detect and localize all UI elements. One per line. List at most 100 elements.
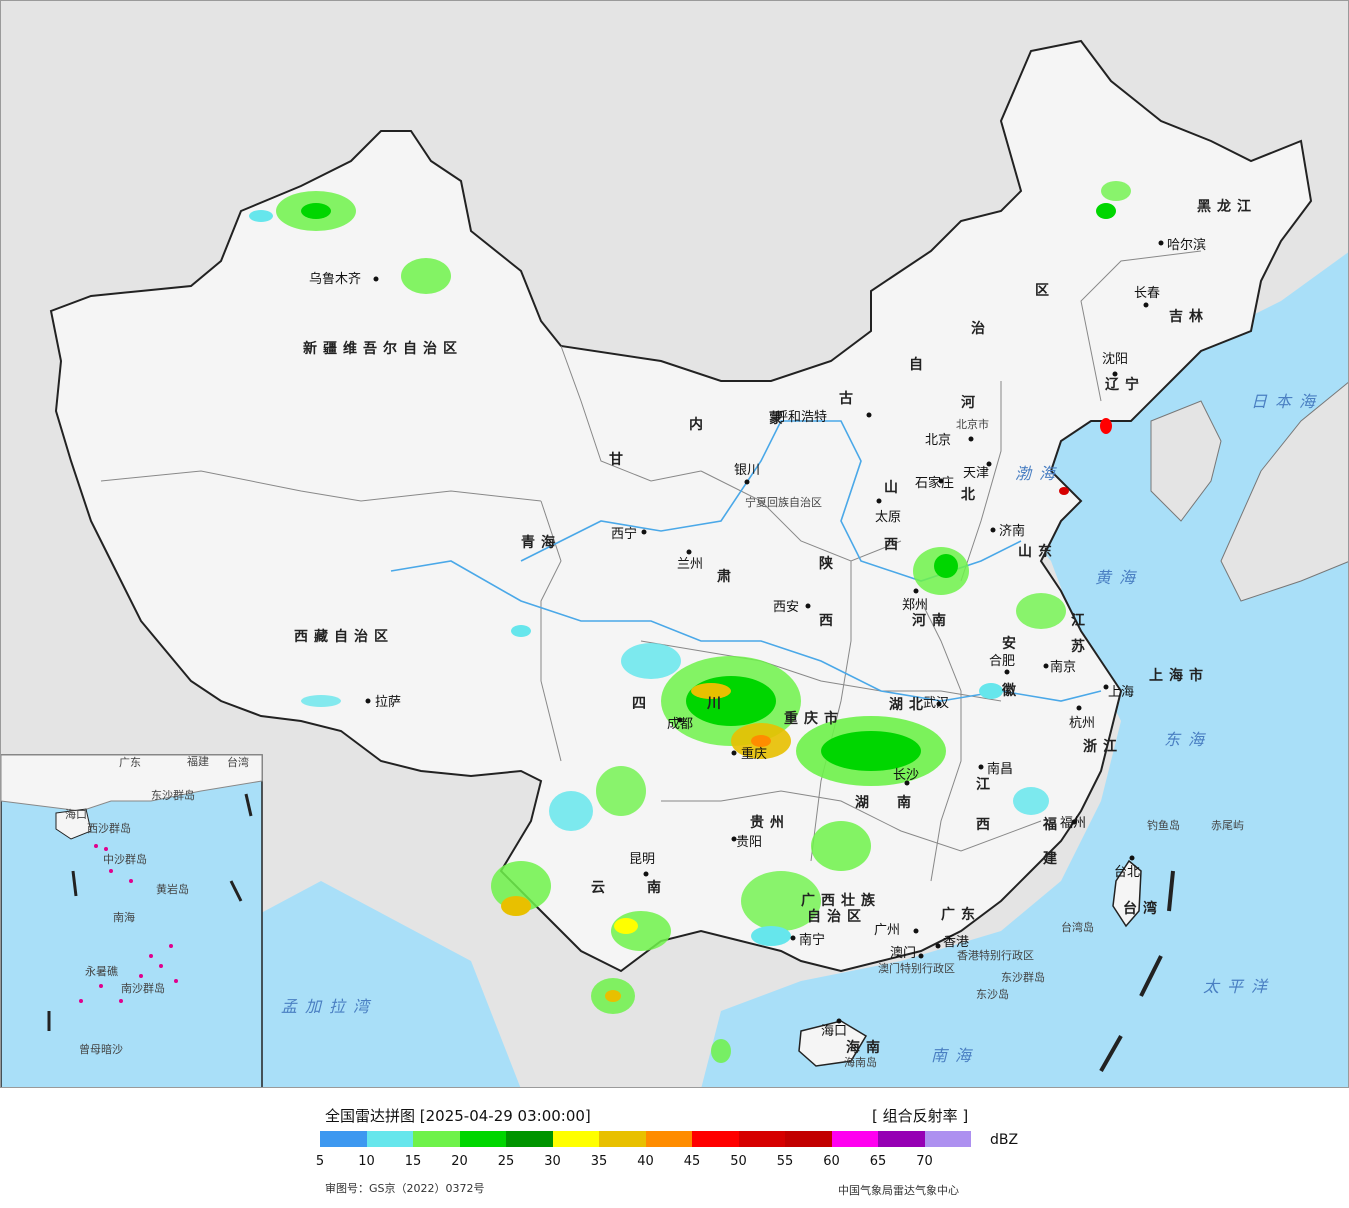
radar-echoes [249,181,1131,1063]
city-label: 哈尔滨 [1167,237,1206,253]
province-label: 四 [632,696,652,712]
city-dot [1129,855,1135,861]
city-dot [866,412,872,418]
province-label: 浙江 [1083,738,1123,755]
province-label: 江 [1071,612,1091,629]
city-dot [918,953,924,959]
province-label: 重庆市 [784,710,844,727]
inset-label: 中沙群岛 [103,852,147,866]
color-swatch [924,1131,971,1147]
province-label: 治 [971,320,991,337]
scale-tick-label: 55 [776,1154,794,1169]
island-label: 台湾岛 [1061,920,1094,934]
color-scale-ticks: 5 10 15 20 25 30 35 40 45 50 55 60 65 70 [0,1154,1349,1172]
city-label: 济南 [999,523,1025,539]
scale-tick-label: 65 [869,1154,887,1169]
sea-label: 南海 [931,1046,979,1065]
city-dot [968,436,974,442]
inset-label: 东沙群岛 [151,788,195,802]
sea-label: 孟加拉湾 [281,997,377,1016]
inset-label: 福建 [187,754,209,768]
china-land [49,39,1313,973]
inset-label: 广东 [119,756,141,769]
island-label: 赤尾屿 [1211,819,1244,832]
province-label: 苏 [1071,638,1091,655]
province-label: 南 [647,879,667,896]
scale-tick-label: 5 [315,1154,325,1169]
color-swatch [506,1131,553,1147]
province-label: 广西壮族 [801,892,881,909]
island-label: 东沙群岛 [1001,970,1045,984]
city-dot [1103,684,1109,690]
province-label: 蒙 [769,410,789,427]
city-label: 西安 [773,600,799,615]
city-dot [677,717,683,723]
legend-panel: 全国雷达拼图 [2025-04-29 03:00:00] [ 组合反射率 ] d… [0,1088,1349,1208]
province-label: 区 [1035,283,1055,299]
city-label: 南宁 [799,932,825,948]
inset-label: 西沙群岛 [87,821,131,835]
island-label: 宁夏回族自治区 [745,495,822,509]
scale-tick-label: 25 [497,1154,515,1169]
city-dot [373,276,379,282]
province-label: 江 [976,776,996,793]
city-label: 海口 [821,1024,847,1039]
city-dot [836,1018,842,1024]
inset-dash-lines [47,793,253,1031]
city-label: 杭州 [1069,716,1095,731]
inset-label: 黄岩岛 [156,882,189,896]
province-label: 南 [897,794,917,811]
city-label: 重庆 [741,746,767,762]
province-label: 内 [689,416,709,433]
city-dot [805,603,811,609]
island-label: 澳门特别行政区 [878,961,955,975]
city-label: 合肥 [989,654,1015,669]
province-label: 自 [909,356,929,373]
city-dot [1143,302,1149,308]
sea-label: 黄海 [1095,568,1143,587]
city-label: 石家庄 [915,475,954,491]
sea-label: 日本海 [1251,392,1323,411]
color-swatch [413,1131,460,1147]
legend-product-type: [ 组合反射率 ] [872,1107,969,1125]
color-swatch [459,1131,506,1147]
province-label: 北 [961,487,981,503]
city-label: 北京 [925,433,951,448]
province-label: 西 [819,613,839,629]
city-dot [913,588,919,594]
city-label: 上海 [1108,685,1134,700]
scale-tick-label: 40 [637,1154,654,1169]
city-dot [744,479,750,485]
inset-label: 海口 [65,807,87,821]
color-swatch [645,1131,692,1147]
scale-tick-label: 50 [730,1154,747,1169]
city-label: 银川 [734,463,760,478]
island-label: 北京市 [956,417,989,431]
city-label: 郑州 [902,598,928,613]
city-dot [790,935,796,941]
province-label: 西 [976,817,996,833]
province-label: 海南 [846,1039,886,1056]
province-label: 肃 [717,568,737,585]
island-label: 东沙岛 [976,987,1009,1001]
city-dot [938,478,944,484]
city-dot [990,527,996,533]
city-label: 呼和浩特 [775,410,827,425]
scale-tick-label: 60 [823,1154,840,1169]
legend-title: 全国雷达拼图 [2025-04-29 03:00:00] [325,1107,591,1125]
province-label: 自治区 [807,908,867,925]
city-dot [1158,240,1164,246]
city-dot [731,750,737,756]
province-label: 新疆维吾尔自治区 [303,340,463,357]
color-swatch [320,1131,367,1147]
city-dot [978,764,984,770]
color-swatch [692,1131,739,1147]
scale-tick-label: 20 [451,1154,468,1169]
city-label: 南昌 [987,761,1013,777]
province-label: 西 [884,537,904,553]
city-label: 天津 [963,466,989,481]
